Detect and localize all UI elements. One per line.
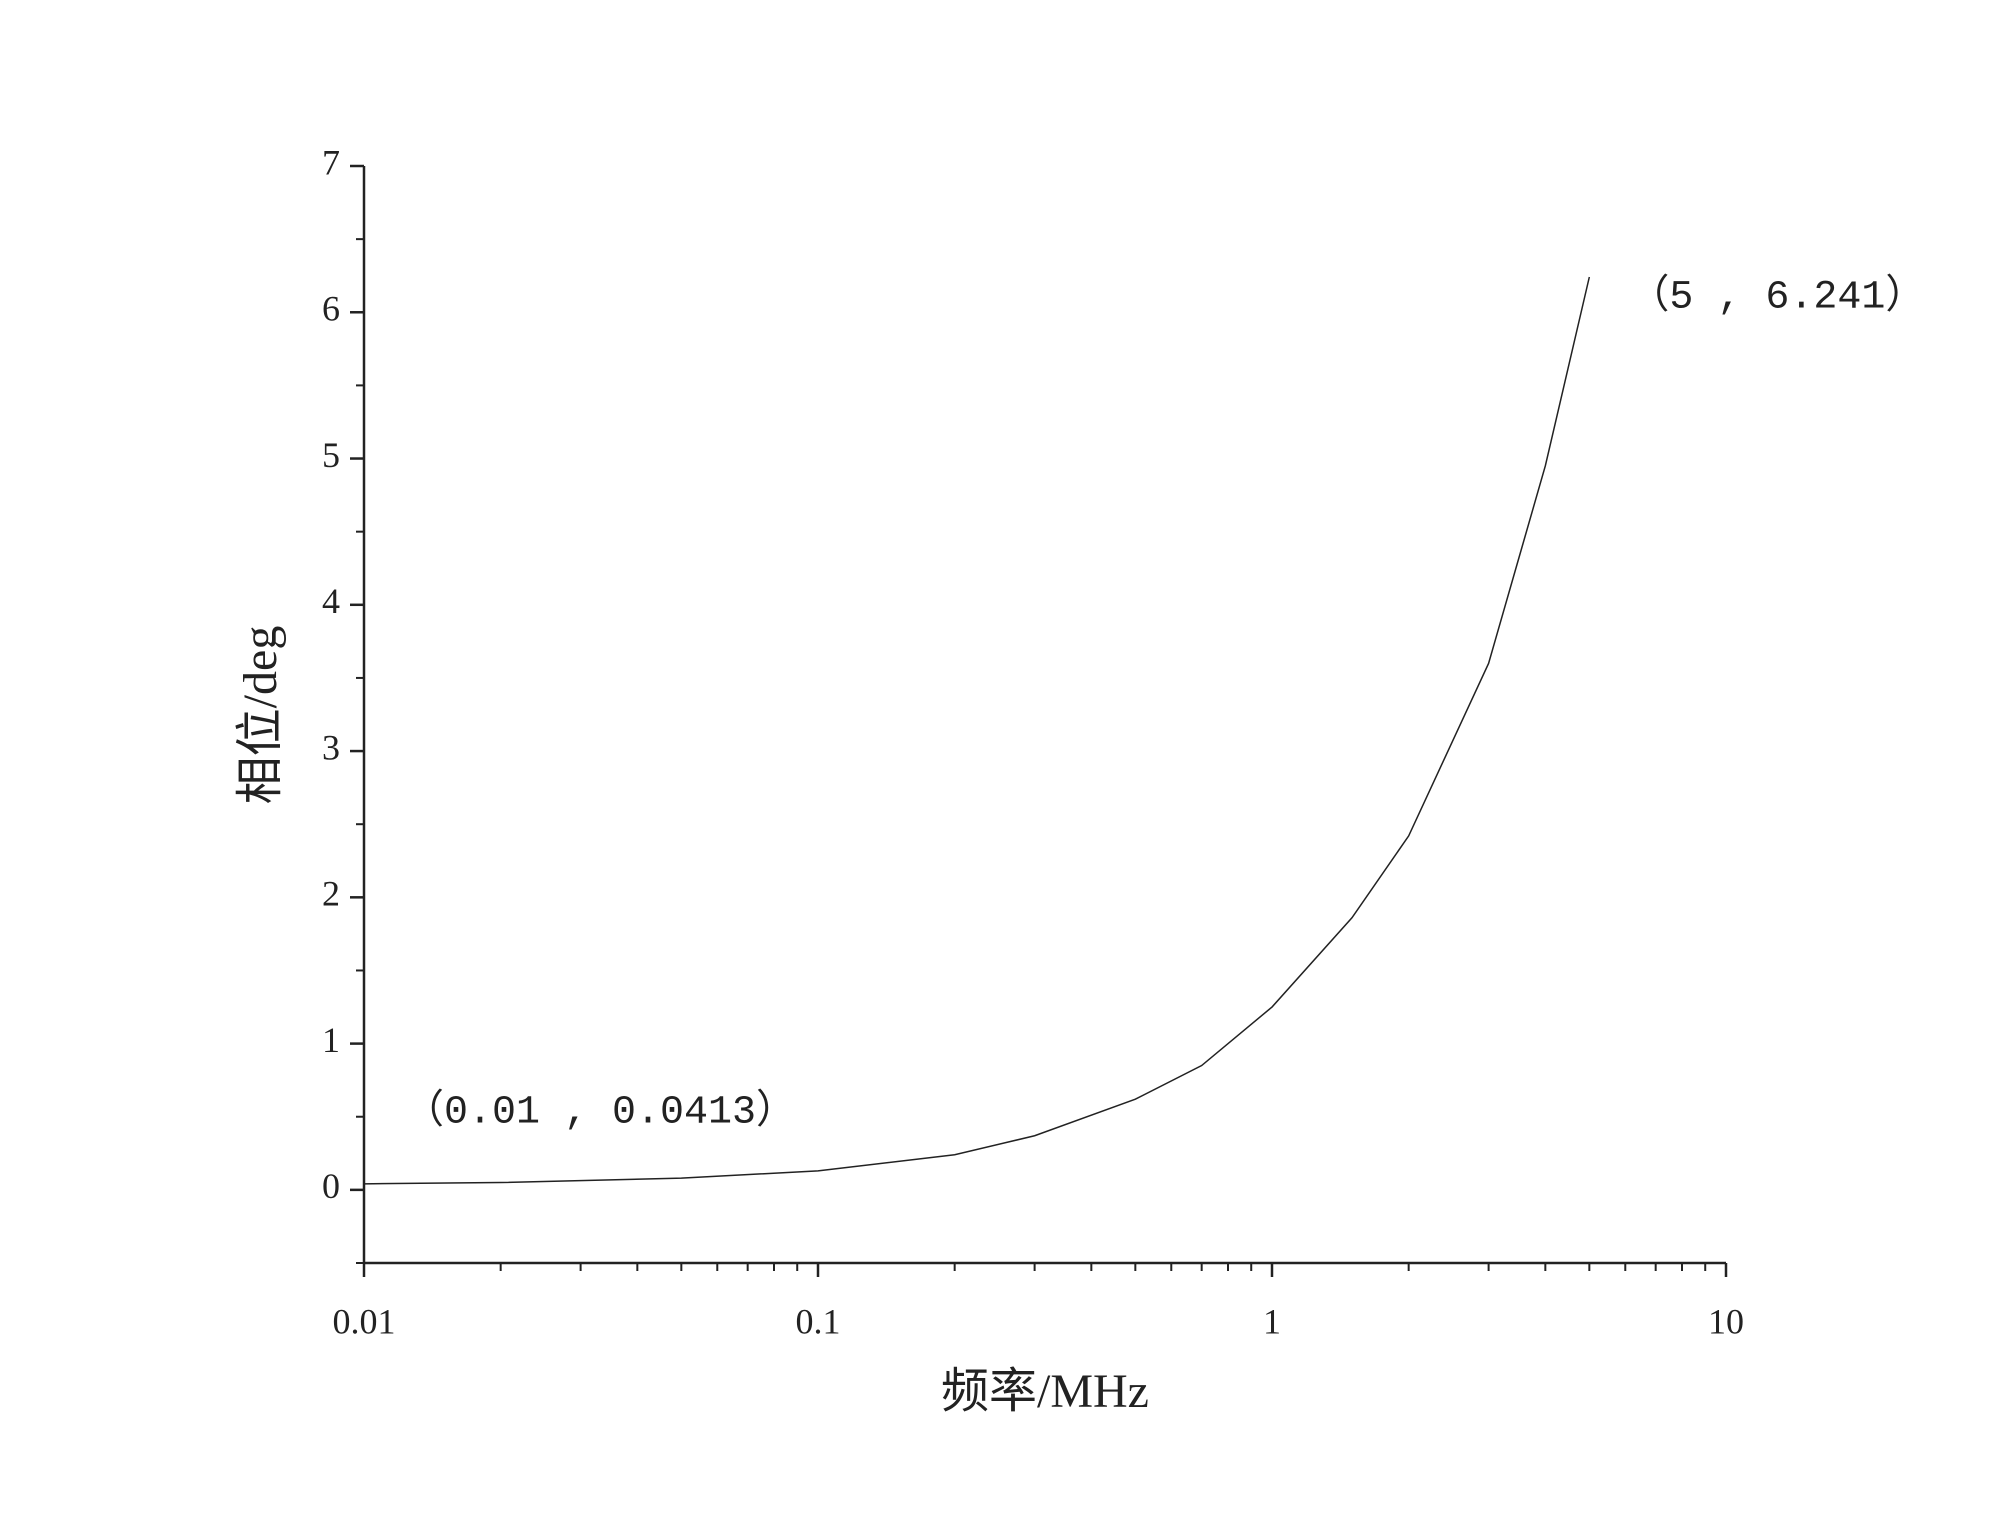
- x-tick-label: 1: [1263, 1301, 1281, 1341]
- y-tick-label: 2: [322, 874, 340, 914]
- y-tick-label: 7: [322, 142, 340, 182]
- y-tick-label: 5: [322, 435, 340, 475]
- x-axis-title: 频率/MHz: [941, 1365, 1149, 1418]
- y-axis-title: 相位/deg: [234, 626, 287, 805]
- x-tick-label: 10: [1708, 1301, 1744, 1341]
- y-tick-label: 6: [322, 289, 340, 329]
- data-line: [363, 276, 1591, 1185]
- y-tick-label: 0: [322, 1166, 340, 1206]
- x-tick-label: 0.1: [796, 1301, 841, 1341]
- y-tick-label: 4: [322, 581, 340, 621]
- annotation: （0.01 , 0.0413）: [404, 1087, 796, 1135]
- annotation: （5 , 6.241）: [1629, 273, 1925, 321]
- y-tick-label: 1: [322, 1020, 340, 1060]
- x-tick-label: 0.01: [333, 1301, 396, 1341]
- y-tick-label: 3: [322, 727, 340, 767]
